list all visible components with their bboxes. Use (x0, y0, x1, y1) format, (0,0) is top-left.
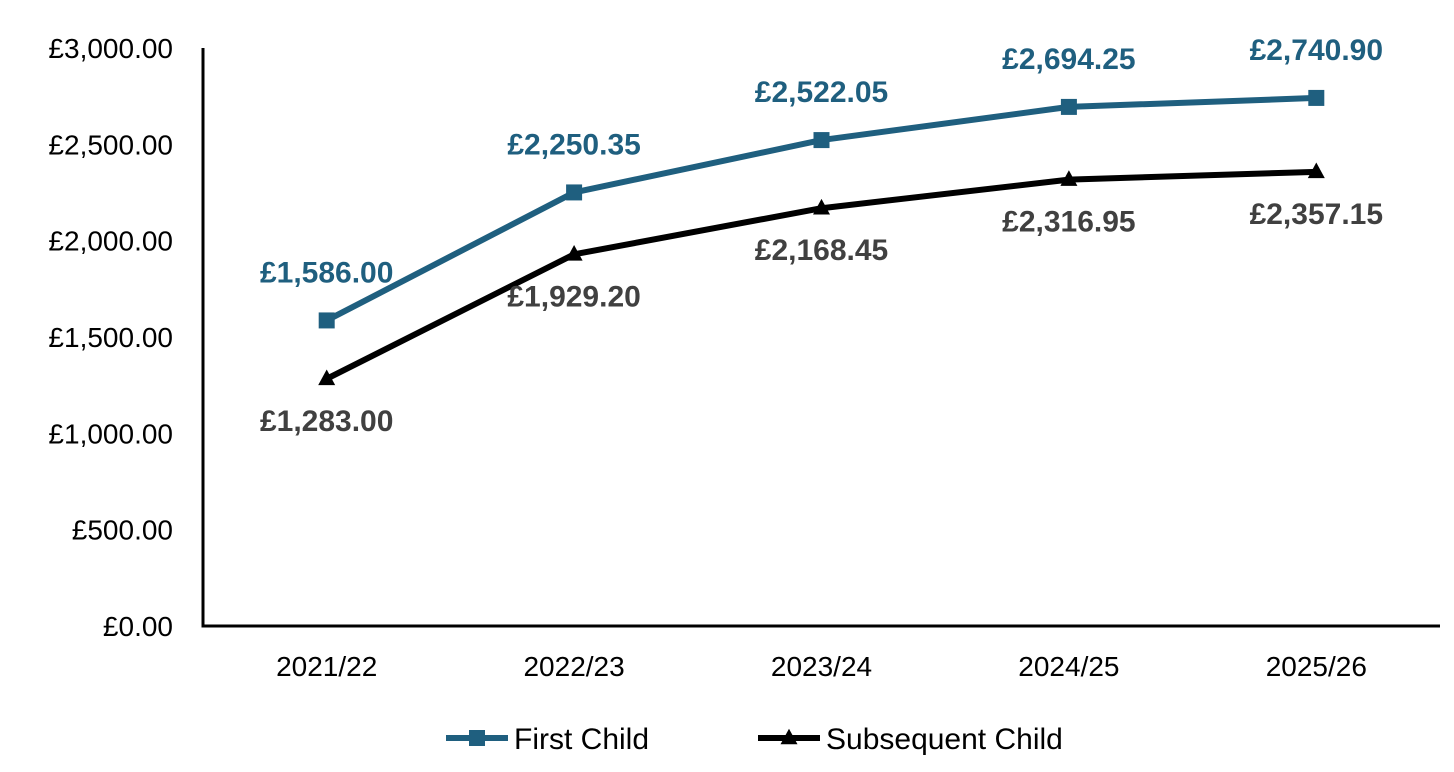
data-label: £1,283.00 (260, 405, 393, 438)
x-tick-label: 2025/26 (1266, 651, 1367, 682)
series-layer: £1,586.00 £2,250.35 £2,522.05 £2,694.25 £2,7… (260, 34, 1383, 438)
data-point-marker (1060, 170, 1078, 186)
legend-item: First Child (446, 723, 649, 756)
y-tick-label: £2,500.00 (48, 129, 173, 160)
data-point-marker (566, 184, 583, 201)
legend: First Child Subsequent Child (446, 723, 1063, 756)
legend-item: Subsequent Child (758, 723, 1063, 756)
data-point-marker (1060, 98, 1077, 115)
y-axis-ticks: £0.00 £500.00 £1,000.00 £1,500.00 £2,000.00 £… (48, 33, 173, 642)
x-tick-label: 2021/22 (276, 651, 377, 682)
data-label: £1,586.00 (260, 256, 393, 289)
series-first-child: £1,586.00 £2,250.35 £2,522.05 £2,694.25 £2,7… (260, 34, 1383, 329)
legend-swatch-marker (469, 730, 485, 746)
data-point-marker (318, 312, 335, 329)
x-tick-label: 2024/25 (1018, 651, 1119, 682)
data-label: £2,740.90 (1250, 34, 1383, 67)
y-tick-label: £1,500.00 (48, 322, 173, 353)
x-tick-label: 2023/24 (771, 651, 872, 682)
legend-label: Subsequent Child (826, 723, 1063, 756)
data-point-marker (565, 245, 583, 261)
series-subsequent-child: £1,283.00 £1,929.20 £2,168.45 £2,316.95 £2,3… (260, 162, 1383, 438)
data-label: £2,694.25 (1002, 43, 1135, 76)
data-point-marker (1308, 89, 1325, 106)
y-tick-label: £1,000.00 (48, 418, 173, 449)
data-label: £1,929.20 (507, 280, 640, 313)
data-label: £2,357.15 (1250, 198, 1383, 231)
data-label: £2,250.35 (507, 128, 640, 161)
x-axis-ticks: 2021/22 2022/23 2023/24 2024/25 2025/26 (276, 651, 1367, 682)
legend-label: First Child (514, 723, 649, 756)
y-tick-label: £500.00 (72, 515, 173, 546)
data-point-marker (318, 369, 336, 386)
x-tick-label: 2022/23 (523, 651, 624, 682)
data-point-marker (813, 132, 830, 149)
y-tick-label: £2,000.00 (48, 226, 173, 257)
data-point-marker (1307, 162, 1325, 179)
data-label: £2,316.95 (1002, 206, 1135, 239)
data-point-marker (813, 198, 830, 215)
y-tick-label: £3,000.00 (48, 33, 173, 64)
legend-swatch-marker (780, 728, 798, 745)
axes (201, 48, 1440, 628)
data-label: £2,522.05 (755, 76, 888, 109)
data-label: £2,168.45 (755, 234, 888, 267)
y-tick-label: £0.00 (103, 611, 173, 642)
